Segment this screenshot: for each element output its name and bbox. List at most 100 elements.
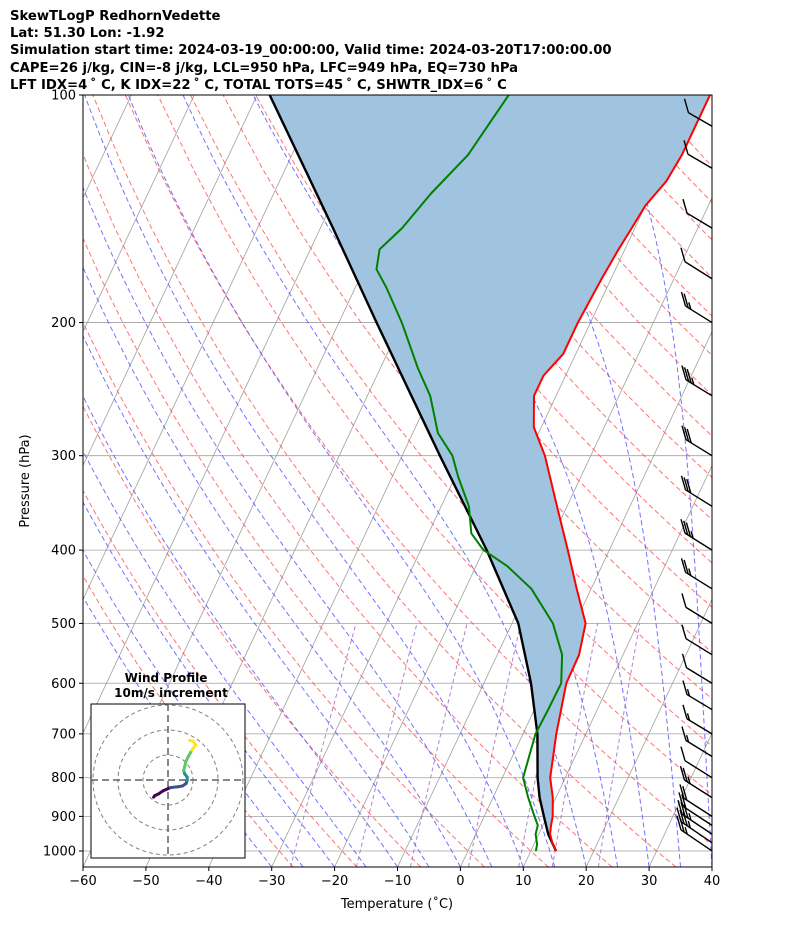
wind-barb: [682, 198, 713, 229]
moist-adiabat: [127, 95, 556, 867]
moist-adiabat: [83, 186, 493, 867]
x-tick-label: 20: [578, 874, 595, 889]
wind-barb: [683, 140, 713, 169]
isotherm: [460, 330, 712, 867]
barb-shaft: [685, 606, 713, 625]
y-tick-label: 1000: [43, 844, 76, 859]
moist-adiabat: [467, 95, 681, 867]
isotherm: [0, 95, 68, 867]
dry-adiabat: [83, 405, 422, 867]
barb-flag: [681, 726, 687, 741]
x-tick-label: 30: [641, 874, 658, 889]
barb-flag: [676, 815, 682, 831]
wind-barb: [681, 365, 713, 397]
y-tick-label: 500: [51, 617, 76, 632]
barb-flag: [680, 518, 686, 534]
time-label: Simulation start time: 2024-03-19_00:00:…: [10, 43, 612, 59]
barb-flag: [683, 140, 689, 155]
barb-flag: [679, 765, 686, 781]
moist-adiabat: [83, 334, 430, 867]
x-tick-label: 0: [456, 874, 464, 889]
x-tick-label: −30: [258, 874, 285, 889]
moist-adiabat: [84, 95, 524, 867]
wind-barb: [681, 425, 713, 457]
barb-flag: [680, 746, 686, 761]
barb-shaft: [687, 153, 713, 169]
barb-shaft: [683, 797, 713, 817]
barb-flag: [677, 799, 683, 815]
wind-barb: [681, 726, 713, 758]
y-tick-label: 200: [51, 316, 76, 331]
barb-flag: [683, 559, 689, 575]
mixing-ratio-line: [355, 623, 418, 867]
x-tick-label: −20: [321, 874, 348, 889]
wind-barb: [680, 558, 713, 590]
barb-flag: [681, 653, 688, 668]
wind-barb: [681, 593, 713, 625]
wind-barb: [681, 653, 713, 684]
moist-adiabat: [182, 95, 587, 867]
barb-flag: [681, 593, 687, 608]
barb-flag: [682, 680, 688, 695]
barb-flag: [682, 785, 688, 801]
wind-barbs: [676, 98, 713, 852]
barb-flag: [680, 247, 686, 262]
isotherm: [711, 866, 712, 867]
barb-flag: [680, 291, 687, 307]
barb-shaft: [680, 821, 713, 844]
barb-half-flag: [690, 531, 694, 539]
barb-shaft: [685, 638, 713, 656]
wind-barb: [682, 704, 713, 735]
barb-half-flag: [684, 826, 688, 835]
barb-flag: [686, 478, 692, 494]
mixing-ratio-line: [551, 623, 599, 867]
dry-adiabat: [124, 95, 712, 846]
axes: −60 −50 −40 −30 −20 −10 0 10 20 30 40 1000 900 800 700…: [43, 89, 720, 890]
x-tick-label: −60: [69, 874, 96, 889]
isotherm: [83, 95, 384, 735]
barb-flag: [680, 558, 687, 573]
chart-title: SkewTLogP RedhornVedette: [10, 9, 221, 24]
x-tick-label: −50: [132, 874, 159, 889]
isotherm: [648, 732, 712, 867]
barb-flag: [682, 704, 688, 720]
barb-half-flag: [685, 734, 690, 743]
dry-adiabat: [83, 237, 549, 867]
wind-barb: [680, 247, 713, 280]
barb-flag: [679, 784, 685, 799]
dewpoint-line: [375, 95, 564, 852]
mixing-ratio-line: [290, 623, 357, 867]
barb-shaft: [685, 739, 713, 758]
moist-adiabat: [83, 450, 367, 867]
moist-adiabat: [344, 95, 650, 867]
barb-shaft: [681, 813, 713, 835]
barb-flag: [683, 427, 690, 442]
moist-adiabat: [83, 266, 461, 867]
y-tick-label: 300: [51, 449, 76, 464]
dry-adiabat: [92, 95, 677, 867]
wind-barb: [680, 291, 713, 324]
barb-flag: [683, 520, 689, 536]
barb-flag: [678, 792, 684, 807]
dry-adiabat: [222, 95, 712, 700]
barb-shaft: [684, 532, 713, 551]
isotherm: [775, 95, 794, 867]
y-axis-label: Pressure (hPa): [18, 434, 33, 527]
barb-flag: [683, 367, 690, 382]
y-tick-label: 800: [51, 771, 76, 786]
x-tick-label: 10: [515, 874, 532, 889]
barb-flag: [683, 98, 690, 113]
wind-barb: [677, 799, 713, 835]
barb-half-flag: [688, 568, 692, 576]
barb-half-flag: [686, 713, 691, 721]
barb-flag: [680, 475, 687, 490]
wind-barb: [678, 792, 713, 826]
y-tick-label: 100: [51, 89, 76, 104]
temperature-line: [532, 95, 711, 852]
isotherm: [83, 95, 195, 333]
x-tick-label: 40: [704, 874, 721, 889]
isotherm: [522, 464, 712, 867]
barb-flag: [682, 767, 688, 783]
barb-half-flag: [687, 776, 691, 784]
